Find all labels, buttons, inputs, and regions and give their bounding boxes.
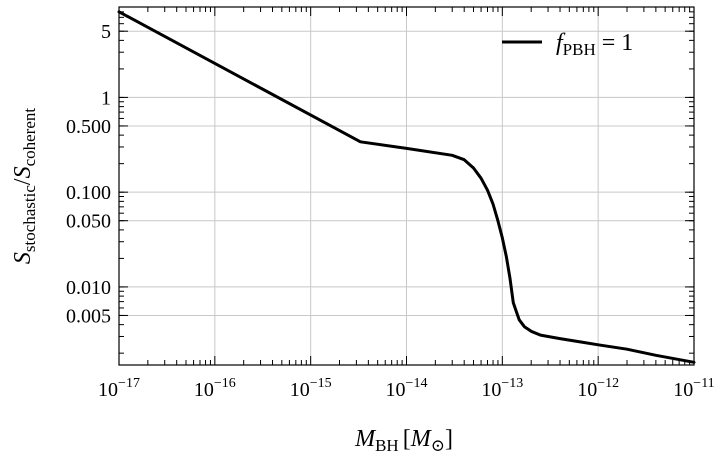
- legend-main: f: [556, 30, 566, 56]
- x-tick-exp: −12: [597, 376, 619, 391]
- legend: fPBH = 1: [502, 30, 633, 59]
- y-tick-label: 1: [101, 87, 111, 109]
- x-tick-base: 10: [577, 379, 597, 401]
- y-axis-label: Sstochastic/Scoherent: [10, 108, 39, 265]
- x-tick-base: 10: [481, 379, 501, 401]
- tick-labels: 10−17 10−16 10−15 10−14 10−13 10−12 10−11510.5…: [66, 21, 715, 401]
- x-tick-label: 10−13: [481, 376, 523, 401]
- x-tick-base: 10: [194, 379, 214, 401]
- axis-ticks: [118, 6, 695, 365]
- x-tick-label: 10−11: [673, 376, 714, 401]
- x-tick-exp: −11: [693, 376, 714, 391]
- x-tick-exp: −14: [406, 376, 428, 391]
- y-tick-label: 5: [101, 21, 111, 43]
- x-tick-label: 10−16: [194, 376, 236, 401]
- x-tick-exp: −17: [118, 376, 140, 391]
- x-tick-base: 10: [98, 379, 118, 401]
- x-axis-label: MBH [M⊙]: [354, 426, 453, 455]
- x-tick-exp: −13: [501, 376, 523, 391]
- x-tick-exp: −16: [214, 376, 236, 391]
- x-tick-exp: −15: [310, 376, 332, 391]
- x-tick-base: 10: [290, 379, 310, 401]
- x-tick-base: 10: [673, 379, 693, 401]
- y-tick-label: 0.500: [66, 116, 111, 138]
- plot-frame: [118, 6, 695, 366]
- series-group: [117, 10, 696, 364]
- y-tick-label: 0.100: [66, 182, 111, 204]
- series-line-fpbh: [117, 10, 696, 364]
- x-tick-label: 10−15: [290, 376, 332, 401]
- grid-lines: [119, 7, 694, 365]
- legend-suffix: = 1: [596, 30, 634, 56]
- x-tick-label: 10−17: [98, 376, 140, 401]
- y-tick-label: 0.050: [66, 211, 111, 233]
- legend-sub: PBH: [563, 40, 596, 59]
- legend-label: fPBH = 1: [556, 30, 633, 59]
- y-tick-label: 0.010: [66, 277, 111, 299]
- x-tick-label: 10−14: [386, 376, 428, 401]
- x-tick-base: 10: [386, 379, 406, 401]
- y-tick-label: 0.005: [66, 305, 111, 327]
- x-tick-label: 10−12: [577, 376, 619, 401]
